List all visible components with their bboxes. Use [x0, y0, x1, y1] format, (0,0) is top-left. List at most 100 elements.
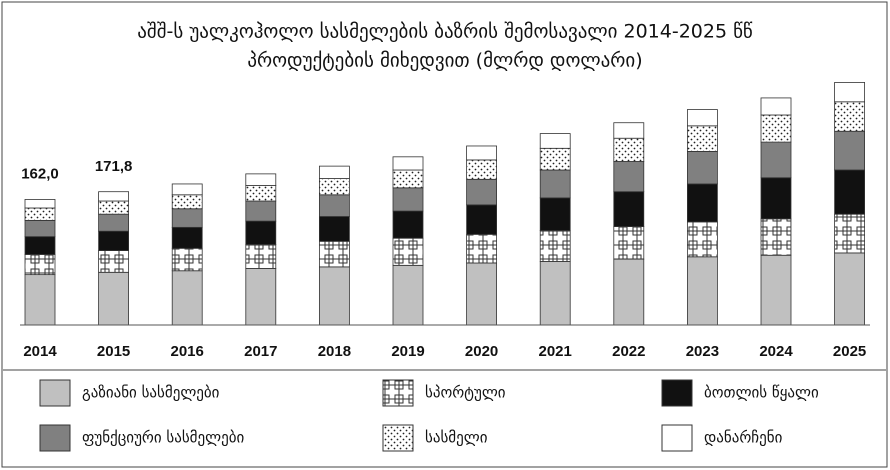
bar-segment — [392, 187, 424, 212]
x-tick-label: 2017 — [244, 343, 277, 360]
bar-segment — [98, 271, 129, 326]
bar-segment — [24, 254, 56, 276]
bar-segment — [613, 226, 645, 260]
bar-segment — [392, 210, 424, 239]
legend-label: სასმელი — [425, 429, 488, 447]
bar-segment — [98, 250, 129, 273]
bar-segment — [318, 240, 350, 268]
bar-segment — [466, 159, 498, 180]
bar-segment — [539, 230, 571, 262]
x-tick-label: 2014 — [23, 343, 57, 360]
bar-segment — [171, 183, 203, 196]
bar-segment — [98, 191, 129, 202]
bar-segment — [318, 165, 350, 179]
x-tick-label: 2021 — [539, 343, 572, 360]
total-label: 162,0 — [21, 165, 59, 182]
bar-segment — [392, 264, 424, 326]
bar-segment — [834, 82, 865, 103]
bar-segment — [466, 233, 498, 264]
bar-segment — [760, 97, 792, 116]
bar-segment — [98, 200, 129, 215]
bar-segment — [687, 125, 718, 152]
total-label: 171,8 — [95, 158, 133, 175]
bar-segment — [687, 256, 718, 326]
legend-label: ფუნქციური სასმელები — [82, 429, 244, 447]
bar-segment — [539, 133, 571, 149]
bar-segment — [24, 207, 56, 221]
x-tick-label: 2022 — [612, 343, 645, 360]
bar-segment — [245, 243, 277, 269]
bar-segment — [834, 252, 865, 326]
bar-segment — [613, 161, 645, 193]
bar-segment — [539, 147, 571, 171]
bar-segment — [539, 261, 571, 326]
x-tick-label: 2020 — [465, 343, 498, 360]
bar-segment — [760, 141, 792, 179]
bar-segment — [687, 109, 718, 127]
bar-segment — [392, 156, 424, 171]
bar-segment — [171, 208, 203, 228]
legend-label: სპორტული — [425, 384, 506, 402]
legend-swatch — [382, 379, 414, 407]
x-tick-label: 2018 — [318, 343, 351, 360]
bar-segment — [98, 213, 129, 232]
x-tick-label: 2019 — [391, 343, 424, 360]
x-tick-label: 2023 — [686, 343, 719, 360]
bar-segment — [834, 169, 865, 215]
bar-segment — [834, 101, 865, 132]
legend-swatch — [661, 379, 693, 407]
bar-segment — [171, 194, 203, 210]
legend-swatch — [39, 379, 71, 407]
bar-segment — [613, 122, 645, 139]
bar-segment — [318, 194, 350, 217]
chart-title: აშშ-ს უალკოჰოლო სასმელების ბაზრის შემოსა… — [137, 21, 753, 43]
bar-segment — [24, 219, 56, 238]
bar-segment — [245, 173, 277, 186]
bar-segment — [318, 178, 350, 196]
x-tick-label: 2025 — [833, 343, 866, 360]
bar-segment — [24, 274, 56, 326]
bar-segment — [687, 183, 718, 223]
bar-segment — [245, 200, 277, 222]
bar-segment — [318, 216, 350, 242]
legend-swatch — [39, 424, 71, 452]
bar-segment — [392, 237, 424, 266]
bar-segment — [466, 204, 498, 235]
bar-segment — [466, 178, 498, 206]
bar-segment — [171, 247, 203, 272]
legend-label: ბოთლის წყალი — [704, 384, 819, 402]
bar-segment — [171, 270, 203, 326]
legend-label: დანარჩენი — [704, 429, 783, 447]
bar-segment — [466, 145, 498, 161]
legend-swatch — [661, 424, 693, 452]
bar-segment — [687, 150, 718, 185]
x-tick-label: 2015 — [97, 343, 130, 360]
legend-label: გაზიანი სასმელები — [82, 384, 220, 402]
x-tick-label: 2016 — [171, 343, 204, 360]
bar-segment — [613, 258, 645, 326]
bar-segment — [171, 226, 203, 249]
bar-segment — [24, 236, 56, 255]
bar-segment — [613, 137, 645, 162]
bar-segment — [245, 220, 277, 245]
bar-segment — [760, 254, 792, 326]
bar-segment — [760, 218, 792, 256]
chart-subtitle: პროდუქტების მიხედვით (მლრდ დოლარი) — [247, 50, 642, 72]
bar-segment — [392, 169, 424, 189]
bar-segment — [539, 169, 571, 199]
bar-segment — [24, 199, 56, 209]
bar-segment — [245, 268, 277, 326]
x-tick-label: 2024 — [759, 343, 793, 360]
bar-segment — [687, 221, 718, 258]
bar-segment — [539, 197, 571, 231]
bar-segment — [613, 191, 645, 227]
bar-segment — [245, 185, 277, 202]
bar-segment — [98, 230, 129, 252]
bar-segment — [834, 213, 865, 254]
bar-segment — [760, 177, 792, 220]
legend-swatch — [382, 424, 414, 452]
bar-segment — [466, 262, 498, 326]
bar-segment — [318, 266, 350, 326]
